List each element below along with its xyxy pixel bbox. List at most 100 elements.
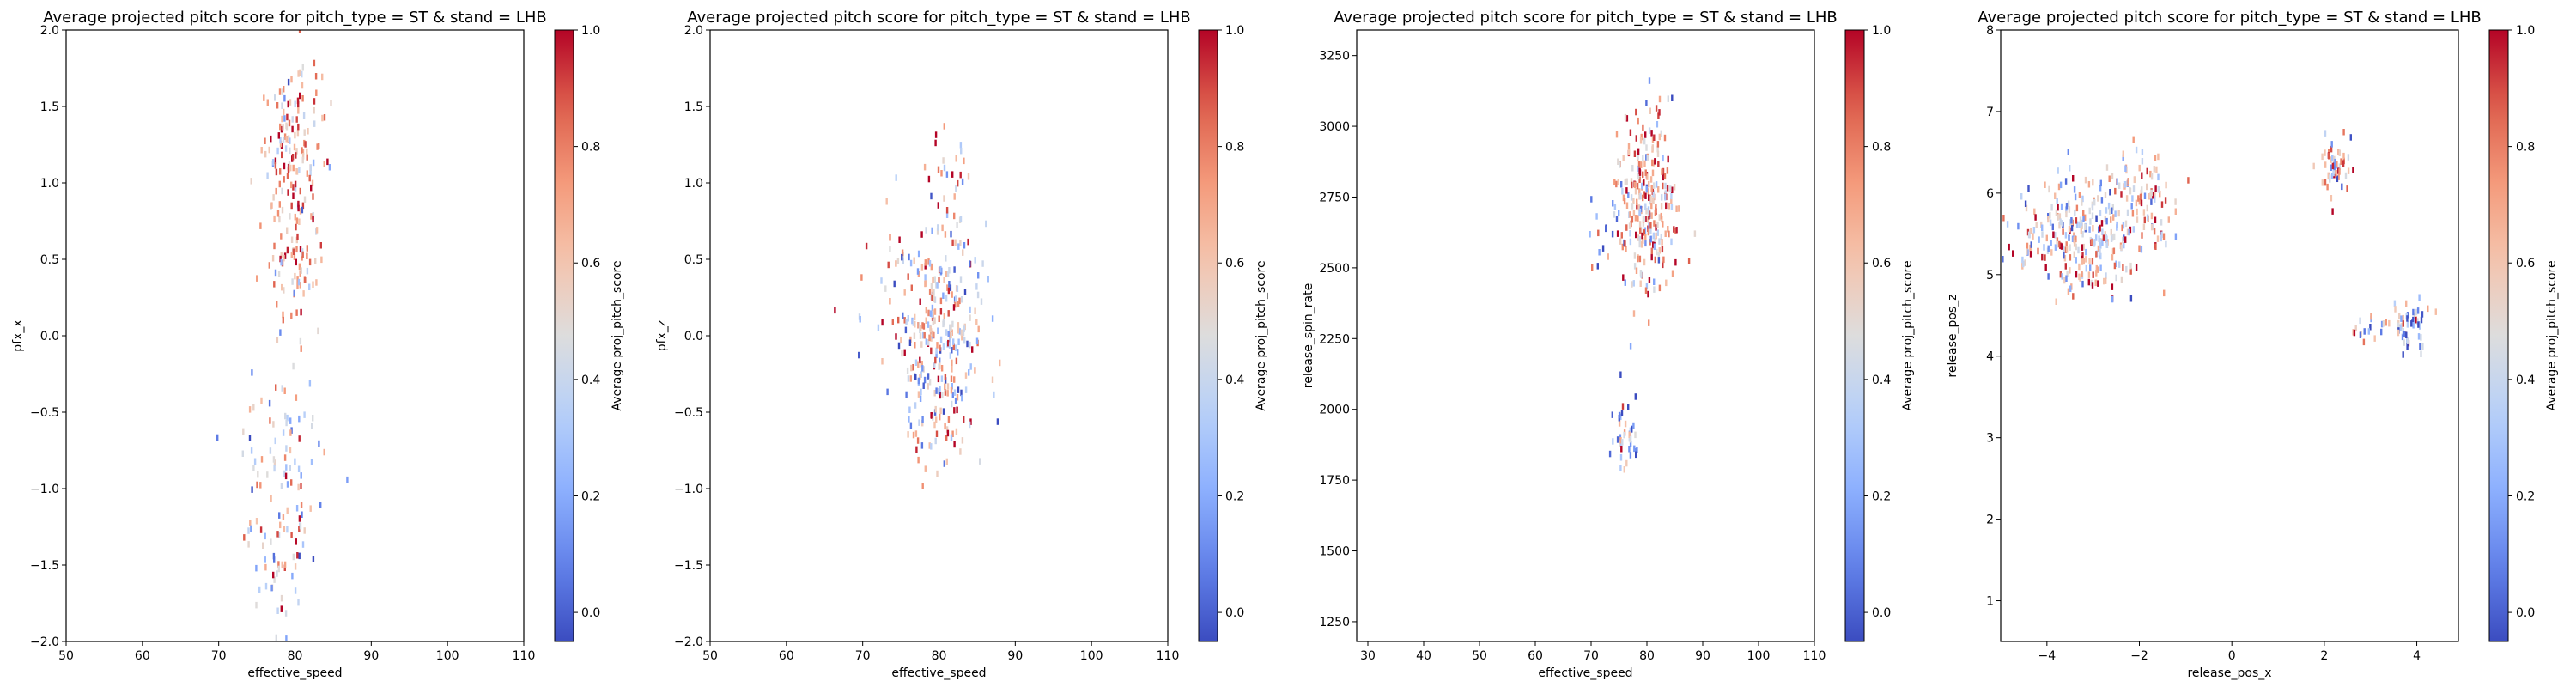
data-cell (283, 176, 285, 183)
data-cell (278, 180, 281, 188)
data-cell (294, 587, 297, 594)
data-cell (957, 326, 960, 334)
data-cell (2032, 227, 2036, 234)
data-cell (889, 234, 891, 241)
data-cell (2330, 195, 2333, 202)
data-cell (2402, 320, 2404, 327)
data-cell (1673, 184, 1676, 191)
data-cell (1650, 253, 1653, 261)
data-cell (2143, 192, 2147, 199)
y-tick-label: 1.0 (684, 177, 703, 191)
y-tick-label: −0.5 (674, 406, 703, 420)
data-cell (897, 342, 901, 350)
data-cell (258, 586, 261, 593)
y-axis-label: release_pos_z (1946, 294, 1959, 377)
data-cell (266, 471, 269, 478)
data-cell (942, 292, 945, 299)
data-cell (909, 422, 913, 429)
data-cell (928, 260, 932, 267)
data-cell (289, 147, 291, 155)
data-cell (911, 317, 914, 325)
data-cell (895, 260, 897, 267)
data-cell (297, 465, 301, 472)
data-cell (283, 94, 286, 102)
data-cell (921, 365, 924, 372)
data-cell (286, 227, 289, 234)
data-cell (945, 329, 948, 336)
data-cell (1631, 203, 1634, 210)
data-cell (299, 208, 302, 215)
data-cell (2056, 198, 2058, 204)
data-cell (903, 289, 906, 296)
data-cell (858, 351, 860, 359)
colorbar-tick-label: 0.0 (1225, 606, 1244, 620)
data-cell (929, 325, 932, 332)
data-cell (2412, 322, 2415, 329)
data-cell (1654, 256, 1656, 264)
data-cell (289, 447, 292, 454)
data-cell (974, 307, 976, 314)
data-cell (927, 321, 930, 328)
data-cell (954, 397, 957, 404)
data-cell (2099, 252, 2102, 260)
colorbar-tick-label: 1.0 (1225, 24, 1244, 38)
data-cell (281, 88, 284, 95)
data-cell (312, 159, 315, 167)
data-cell (942, 408, 945, 415)
data-cell (1656, 121, 1659, 128)
data-cell (959, 240, 962, 246)
data-cell (2338, 163, 2341, 170)
data-cell (2071, 235, 2075, 242)
data-cell (1644, 234, 1647, 241)
data-cell (896, 258, 900, 264)
y-tick-label: 7 (1986, 106, 1994, 119)
data-cell (2128, 228, 2130, 236)
data-cell (278, 216, 281, 223)
data-cell (920, 231, 923, 238)
data-cell (901, 249, 904, 256)
data-cell (287, 100, 289, 108)
data-cell (2115, 274, 2117, 282)
data-cell (281, 115, 283, 123)
data-cell (996, 418, 999, 425)
data-cell (299, 337, 302, 345)
y-tick-label: −0.5 (30, 406, 59, 420)
data-cell (280, 252, 283, 258)
data-cell (2388, 319, 2391, 327)
data-cell (960, 389, 963, 397)
data-cell (1635, 108, 1637, 116)
data-cell (945, 435, 948, 441)
data-cell (941, 224, 944, 232)
data-cell (272, 421, 275, 428)
data-cell (1624, 113, 1627, 121)
data-cell (2081, 252, 2084, 258)
data-cell (269, 417, 271, 424)
y-tick-label: −2.0 (674, 635, 703, 649)
data-cell (2141, 149, 2144, 155)
data-cell (1613, 179, 1616, 185)
data-cell (2099, 185, 2102, 192)
data-cell (273, 556, 276, 563)
data-cell (2135, 199, 2138, 207)
data-cell (939, 386, 941, 392)
data-cell (2138, 245, 2141, 252)
data-cell (935, 347, 938, 355)
data-cell (302, 290, 305, 297)
data-cell (1638, 188, 1641, 195)
data-cell (312, 556, 315, 562)
data-cell (1621, 243, 1624, 251)
data-cell (2405, 331, 2408, 338)
data-cell (1619, 161, 1621, 168)
data-cell (281, 385, 283, 392)
data-cell (913, 257, 915, 264)
data-cell (312, 193, 314, 200)
data-cell (252, 465, 255, 471)
data-cell (950, 386, 953, 394)
data-cell (924, 280, 927, 288)
data-cell (2153, 228, 2156, 235)
data-cell (1650, 130, 1653, 137)
data-cell (2397, 329, 2400, 337)
data-cell (2050, 204, 2053, 211)
data-cell (895, 174, 897, 181)
data-cell (288, 119, 291, 127)
